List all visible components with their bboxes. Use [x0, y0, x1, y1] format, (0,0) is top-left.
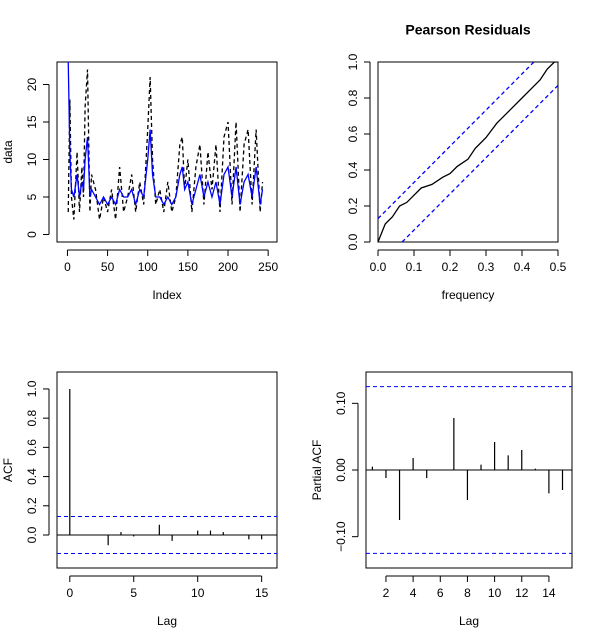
y-tick-label: 0.6 [25, 439, 39, 456]
y-tick-label: 0.4 [25, 468, 39, 485]
x-tick-label: 8 [464, 586, 471, 600]
y-tick-label: 20 [25, 78, 39, 92]
y-axis-label: Partial ACF [310, 440, 324, 501]
x-axis-label: Lag [459, 614, 479, 628]
y-tick-label: 0.0 [346, 233, 360, 250]
x-tick-label: 10 [488, 586, 502, 600]
y-axis-label: ACF [1, 458, 15, 482]
x-tick-label: 150 [178, 260, 198, 274]
y-tick-label: 0.2 [346, 197, 360, 214]
x-tick-label: 0 [64, 260, 71, 274]
x-tick-label: 4 [410, 586, 417, 600]
y-tick-label: 0.6 [346, 125, 360, 142]
series-line [401, 84, 558, 242]
y-tick-label: 5 [25, 193, 39, 200]
y-tick-label: 0.00 [334, 458, 348, 482]
x-tick-label: 2 [383, 586, 390, 600]
x-tick-label: 200 [218, 260, 238, 274]
x-axis-label: Lag [157, 614, 177, 628]
x-tick-label: 5 [130, 586, 137, 600]
x-axis-label: frequency [442, 288, 495, 302]
x-tick-label: 10 [191, 586, 205, 600]
y-axis-label: data [1, 140, 15, 164]
x-tick-label: 50 [101, 260, 115, 274]
x-tick-label: 0.1 [406, 260, 423, 274]
plot-frame [377, 61, 559, 243]
y-tick-label: 0.8 [25, 409, 39, 426]
y-tick-label: 1.0 [25, 380, 39, 397]
y-tick-label: 10 [25, 153, 39, 167]
x-tick-label: 15 [255, 586, 269, 600]
y-tick-label: 0 [25, 231, 39, 238]
x-tick-label: 12 [515, 586, 529, 600]
plot-frame [56, 371, 278, 569]
series-line [378, 62, 558, 242]
x-tick-label: 250 [258, 260, 278, 274]
x-tick-label: 100 [138, 260, 158, 274]
plot-area [67, 62, 264, 220]
x-tick-label: 0.5 [550, 260, 567, 274]
y-tick-label: 0.4 [346, 161, 360, 178]
x-tick-label: 0 [66, 586, 73, 600]
series-line [67, 69, 264, 220]
x-tick-label: 6 [437, 586, 444, 600]
x-tick-label: 0.2 [442, 260, 459, 274]
series-line [67, 62, 264, 208]
x-tick-label: 0.4 [514, 260, 531, 274]
panel-title: Pearson Residuals [405, 22, 530, 38]
series-line [378, 62, 535, 220]
y-tick-label: 0.8 [346, 89, 360, 106]
y-tick-label: 0.2 [25, 497, 39, 514]
x-tick-label: 0.3 [478, 260, 495, 274]
plot-frame [56, 61, 278, 243]
y-tick-label: 15 [25, 115, 39, 129]
y-tick-label: 0.0 [25, 526, 39, 543]
x-axis-label: Index [152, 288, 181, 302]
y-tick-label: 0.10 [334, 391, 348, 415]
x-tick-label: 14 [542, 586, 556, 600]
y-tick-label: 1.0 [346, 53, 360, 70]
y-tick-label: −0.10 [334, 521, 348, 552]
plot-area [378, 62, 558, 242]
x-tick-label: 0.0 [370, 260, 387, 274]
plot-area [366, 386, 572, 554]
plot-area [57, 388, 277, 555]
